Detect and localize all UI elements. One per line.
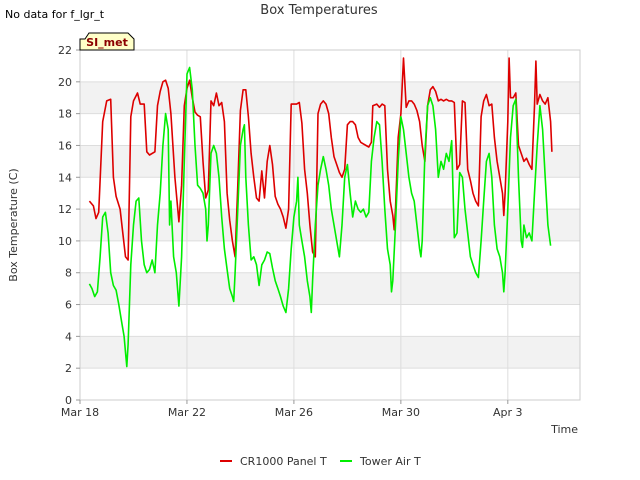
legend: CR1000 Panel T Tower Air T	[220, 455, 421, 468]
legend-label: Tower Air T	[359, 455, 421, 468]
y-tick-label: 8	[65, 267, 72, 280]
chart-title: Box Temperatures	[260, 3, 378, 18]
x-tick-label: Apr 3	[493, 406, 523, 419]
y-tick-label: 18	[58, 108, 72, 121]
y-tick-label: 12	[58, 203, 72, 216]
y-tick-label: 20	[58, 76, 72, 89]
background-band	[80, 209, 580, 241]
x-tick-label: Mar 26	[275, 406, 313, 419]
background-band	[80, 336, 580, 369]
background-band	[80, 368, 580, 400]
series-line-tower-air-t	[88, 66, 552, 368]
background-band	[80, 304, 580, 337]
background-band	[80, 272, 580, 305]
y-tick-label: 16	[58, 139, 72, 152]
legend-label: CR1000 Panel T	[240, 455, 327, 468]
y-tick-label: 0	[65, 394, 72, 407]
y-tick-label: 4	[65, 330, 72, 343]
x-tick-label: Mar 18	[61, 406, 99, 419]
y-tick-label: 22	[58, 44, 72, 57]
plot-frame	[79, 49, 581, 401]
no-data-note: No data for f_lgr_t	[5, 8, 105, 21]
plot-background	[80, 50, 580, 400]
y-tick-label: 14	[58, 171, 72, 184]
site-badge-shape	[79, 32, 135, 51]
y-tick-label: 6	[65, 299, 72, 312]
x-axis-label: Time	[550, 423, 578, 436]
background-band	[80, 50, 580, 82]
y-axis-ticks: 0 2 4 6 8 10 12 14 16 18 20 22	[58, 44, 80, 407]
series-line-cr1000-panel-t	[88, 57, 553, 261]
site-badge-label: SI_met	[86, 36, 128, 49]
site-badge: SI_met	[79, 32, 135, 51]
x-axis-ticks: Mar 18 Mar 22 Mar 26 Mar 30 Apr 3	[61, 400, 523, 419]
y-tick-label: 10	[58, 235, 72, 248]
y-tick-label: 2	[65, 362, 72, 375]
x-tick-label: Mar 22	[168, 406, 206, 419]
background-band	[80, 81, 580, 114]
x-tick-label: Mar 30	[382, 406, 420, 419]
series-layer	[88, 57, 553, 368]
y-axis-label: Box Temperature (C)	[7, 168, 20, 281]
